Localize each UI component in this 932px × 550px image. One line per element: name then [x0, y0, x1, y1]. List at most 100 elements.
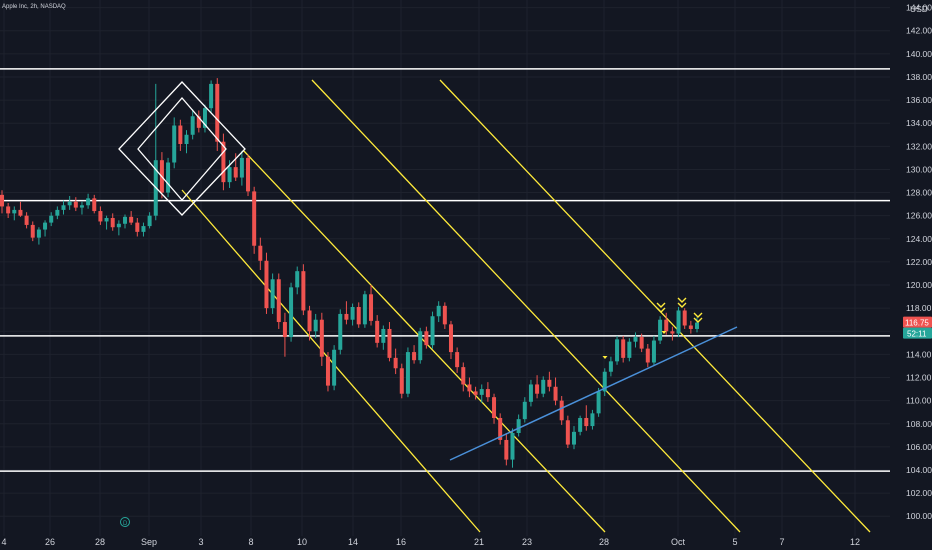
candle-body: [615, 339, 620, 362]
candle-body: [184, 134, 189, 145]
candle-body: [442, 305, 447, 325]
candle-body: [98, 211, 103, 222]
candle-body: [547, 379, 552, 387]
chart-grid: [0, 0, 890, 536]
x-tick-label: 3: [198, 537, 203, 547]
time-axis-background: [0, 536, 890, 550]
candle-body: [461, 367, 466, 385]
x-tick-label: 14: [348, 537, 358, 547]
candle-body: [448, 324, 453, 353]
y-tick-label: 142.00: [906, 26, 932, 36]
candle-body: [645, 348, 650, 363]
y-tick-label: 134.00: [906, 118, 932, 128]
candle-body: [658, 319, 663, 341]
x-tick-label: 10: [297, 537, 307, 547]
candle-body: [313, 319, 318, 332]
candle-body: [541, 379, 546, 394]
y-tick-label: 104.00: [906, 465, 932, 475]
candle-body: [0, 194, 4, 207]
candle-body: [492, 397, 497, 418]
candle-body: [172, 125, 177, 163]
chart-drawings: [118, 81, 738, 461]
candle-body: [252, 191, 257, 246]
indicator-marker-circle[interactable]: [120, 517, 130, 527]
candle-body: [350, 307, 355, 320]
candle-body: [498, 417, 503, 440]
candle-body: [325, 356, 330, 386]
diamond-pattern-inner[interactable]: [137, 97, 227, 201]
candle-body: [233, 167, 238, 178]
chevron-down-marker: [656, 302, 666, 313]
candle-body: [282, 322, 287, 338]
candle-body: [227, 167, 232, 183]
chevron-down-icon: [677, 297, 687, 303]
candle-body: [670, 331, 675, 334]
channel-line[interactable]: [439, 79, 871, 533]
candle-body: [30, 224, 35, 238]
y-tick-label: 110.00: [906, 396, 932, 406]
candle-body: [209, 83, 214, 109]
candle-body: [73, 201, 78, 208]
price-axis[interactable]: 100.00 102.00 104.00 106.00 108.00 110.00 112.…: [890, 0, 932, 550]
x-tick-label: Sep: [141, 537, 157, 547]
candle-body: [178, 125, 183, 145]
candle-body: [215, 83, 220, 142]
channel-line[interactable]: [242, 149, 606, 533]
indicator-marker[interactable]: D: [120, 517, 130, 528]
candle-body: [141, 226, 146, 232]
y-tick-label: 108.00: [906, 419, 932, 429]
candle-body: [688, 325, 693, 329]
candle-body: [621, 339, 626, 358]
candle-body: [190, 116, 195, 135]
y-tick-label: 136.00: [906, 95, 932, 105]
candle-body: [356, 307, 361, 325]
candle-body: [418, 331, 423, 361]
x-tick-label: 23: [522, 537, 532, 547]
y-tick-label: 140.00: [906, 49, 932, 59]
signal-triangle-marker: [602, 356, 608, 359]
x-tick-label: Oct: [671, 537, 686, 547]
ascending-trendline[interactable]: [449, 326, 738, 461]
y-tick-label: 130.00: [906, 164, 932, 174]
candle-body: [55, 209, 60, 216]
candle-body: [430, 316, 435, 346]
candle-body: [362, 294, 367, 325]
candle-body: [36, 229, 41, 238]
y-tick-label: 120.00: [906, 280, 932, 290]
time-axis[interactable]: 4 26 28 Sep 3 8 10 14 16 21 23 28 Oct 5 7 12: [0, 536, 890, 550]
candle-body: [116, 223, 121, 228]
candle-body: [18, 209, 23, 216]
candle-body: [319, 319, 324, 357]
candle-body: [239, 157, 244, 178]
y-tick-label: 132.00: [906, 141, 932, 151]
candle-body: [381, 328, 386, 343]
chevron-down-icon: [693, 317, 703, 323]
x-tick-label: 4: [1, 537, 6, 547]
candle-body: [412, 352, 417, 361]
candle-body: [584, 417, 589, 427]
signal-triangle-marker: [661, 331, 667, 334]
y-tick-label: 112.00: [906, 373, 932, 383]
diamond-pattern-outer[interactable]: [118, 81, 246, 216]
candle-body: [393, 357, 398, 369]
candle-body: [270, 279, 275, 309]
candle-body: [49, 215, 54, 223]
candle-body: [221, 141, 226, 183]
y-tick-label: 102.00: [906, 488, 932, 498]
candle-body: [590, 413, 595, 427]
x-tick-label: 5: [732, 537, 737, 547]
candle-body: [295, 271, 300, 288]
candle-body: [553, 386, 558, 401]
countdown-value: 52:11: [907, 330, 927, 339]
y-tick-label: 114.00: [906, 349, 932, 359]
candle-body: [633, 337, 638, 342]
y-tick-label: 100.00: [906, 511, 932, 521]
channel-line[interactable]: [311, 79, 741, 533]
channel-line[interactable]: [181, 189, 481, 533]
x-tick-label: 28: [599, 537, 609, 547]
candle-body: [535, 384, 540, 394]
candle-body: [639, 337, 644, 349]
candle-body: [92, 198, 97, 212]
candle-body: [504, 439, 509, 460]
